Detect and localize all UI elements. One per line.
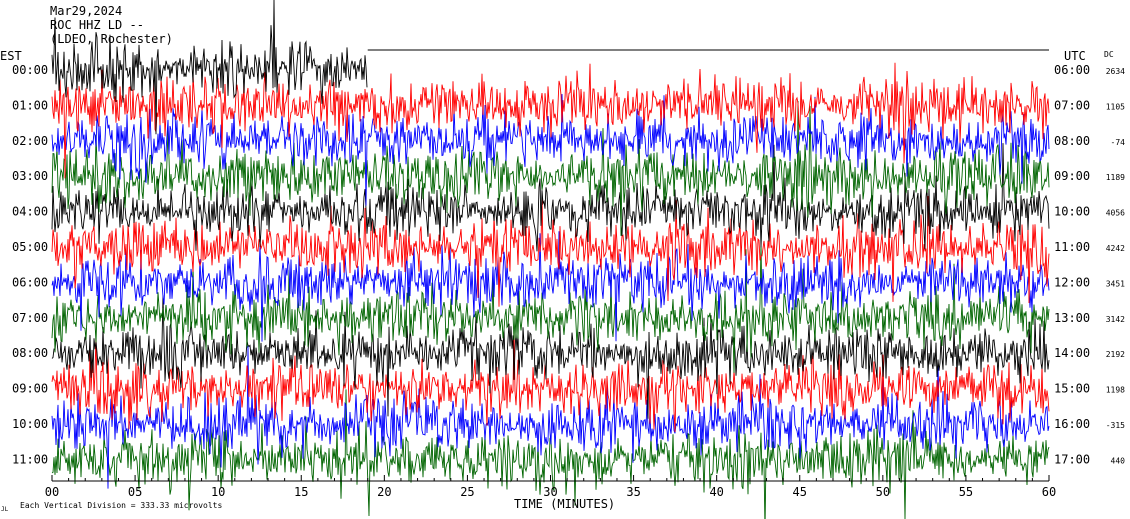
trace-row-0800 xyxy=(51,295,1050,419)
trace-row-1000 xyxy=(51,345,1050,489)
x-tick-label: 45 xyxy=(793,485,807,499)
x-tick-label: 55 xyxy=(959,485,973,499)
x-tick-label: 40 xyxy=(709,485,723,499)
dc-column-label: DC xyxy=(1104,50,1114,59)
utc-hour-label: 13:00 xyxy=(1054,311,1090,325)
utc-hour-label: 14:00 xyxy=(1054,346,1090,360)
x-axis: 00 05 10 15 20 25 30 35 40 45 50 55 60 xyxy=(45,475,1056,499)
seismic-traces xyxy=(51,0,1050,519)
x-tick-label: 25 xyxy=(460,485,474,499)
dc-value: 4242 xyxy=(1106,244,1125,253)
dc-value: 2634 xyxy=(1106,67,1125,76)
dc-value: 4056 xyxy=(1106,209,1125,218)
header-station: ROC HHZ LD -- xyxy=(50,18,144,32)
trace-row-0500 xyxy=(51,195,1050,307)
est-hour-label: 08:00 xyxy=(12,346,48,360)
dc-values: 2634 1105 -74 1189 4056 4242 3451 3142 2192 1198 -… xyxy=(1106,67,1125,465)
x-axis-label: TIME (MINUTES) xyxy=(514,497,615,511)
x-tick-label: 60 xyxy=(1042,485,1056,499)
x-tick-label: 10 xyxy=(211,485,225,499)
dc-value: 440 xyxy=(1111,456,1126,465)
utc-hour-label: 11:00 xyxy=(1054,240,1090,254)
x-tick-label: 00 xyxy=(45,485,59,499)
x-tick-label: 30 xyxy=(543,485,557,499)
trace-row-0400 xyxy=(51,143,1050,252)
dc-value: 3142 xyxy=(1106,315,1125,324)
dc-value: 2192 xyxy=(1106,350,1125,359)
utc-hour-labels: 06:00 07:00 08:00 09:00 10:00 11:00 12:00 13:00… xyxy=(1054,63,1090,466)
est-hour-label: 09:00 xyxy=(12,382,48,396)
utc-hour-label: 06:00 xyxy=(1054,63,1090,77)
dc-value: 3451 xyxy=(1106,279,1125,288)
est-hour-label: 01:00 xyxy=(12,98,48,112)
corner-mark: JL xyxy=(1,506,9,513)
est-hour-label: 04:00 xyxy=(12,205,48,219)
utc-hour-label: 07:00 xyxy=(1054,98,1090,112)
trace-row-0200 xyxy=(51,93,1050,206)
scale-note: Each Vertical Division = 333.33 microvol… xyxy=(20,501,222,510)
trace-row-0700 xyxy=(51,242,1050,373)
est-hour-label: 00:00 xyxy=(12,63,48,77)
right-axis-label: UTC xyxy=(1064,49,1086,63)
header-location: (LDEO, Rochester) xyxy=(50,32,173,46)
x-tick-label: 50 xyxy=(876,485,890,499)
utc-hour-label: 08:00 xyxy=(1054,134,1090,148)
left-axis-label: EST xyxy=(0,49,22,63)
trace-row-0600 xyxy=(51,231,1050,342)
utc-hour-label: 15:00 xyxy=(1054,382,1090,396)
utc-hour-label: 16:00 xyxy=(1054,417,1090,431)
x-tick-label: 20 xyxy=(377,485,391,499)
est-hour-label: 10:00 xyxy=(12,417,48,431)
utc-hour-label: 09:00 xyxy=(1054,169,1090,183)
dc-value: 1189 xyxy=(1106,173,1125,182)
x-tick-label: 15 xyxy=(294,485,308,499)
est-hour-label: 03:00 xyxy=(12,169,48,183)
trace-row-0000 xyxy=(51,0,368,135)
dc-value: -315 xyxy=(1106,421,1125,430)
dc-value: 1105 xyxy=(1106,102,1125,111)
x-tick-label: 35 xyxy=(626,485,640,499)
header-date: Mar29,2024 xyxy=(50,4,122,18)
est-hour-label: 05:00 xyxy=(12,240,48,254)
utc-hour-label: 12:00 xyxy=(1054,275,1090,289)
utc-hour-label: 10:00 xyxy=(1054,205,1090,219)
x-tick-label: 05 xyxy=(128,485,142,499)
est-hour-label: 07:00 xyxy=(12,311,48,325)
est-hour-label: 06:00 xyxy=(12,275,48,289)
est-hour-label: 11:00 xyxy=(12,452,48,466)
trace-row-0300 xyxy=(51,100,1050,236)
utc-hour-label: 17:00 xyxy=(1054,452,1090,466)
dc-value: -74 xyxy=(1111,138,1126,147)
trace-row-0100 xyxy=(51,62,1050,179)
est-hour-labels: 00:00 01:00 02:00 03:00 04:00 05:00 06:00 07:00… xyxy=(12,63,48,466)
dc-value: 1198 xyxy=(1106,386,1125,395)
est-hour-label: 02:00 xyxy=(12,134,48,148)
